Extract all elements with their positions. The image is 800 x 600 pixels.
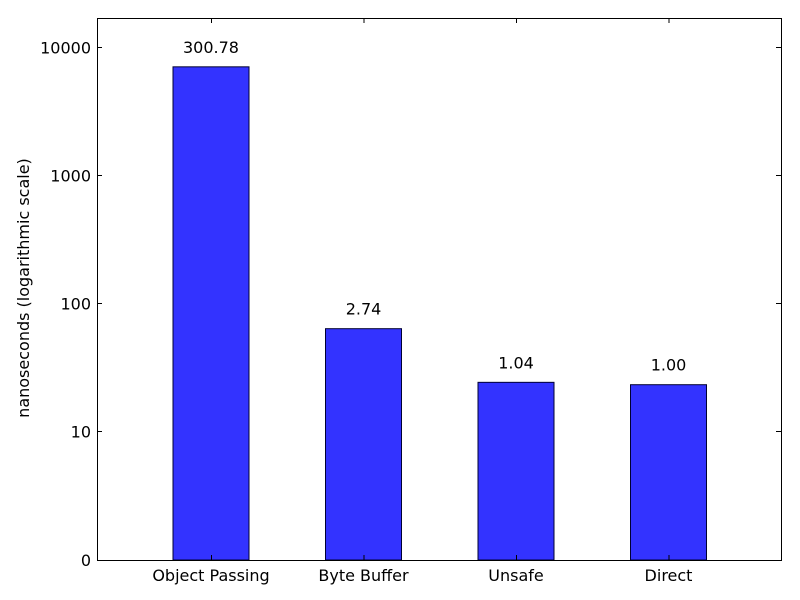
y-axis-title: nanoseconds (logarithmic scale) [14, 158, 33, 418]
bar-3 [630, 384, 707, 561]
data-label-2: 1.04 [498, 353, 534, 372]
y-tick-label-0: 10 [71, 423, 91, 442]
data-label-3: 1.00 [651, 356, 687, 375]
x-tick-label-0: Object Passing [152, 566, 269, 585]
y-tick-label-bottom: 0 [81, 551, 91, 570]
x-tick-label-3: Direct [645, 566, 693, 585]
plot-frame [97, 18, 782, 561]
x-tick-label-1: Byte Buffer [318, 566, 409, 585]
ticks-layer [97, 18, 781, 560]
y-tick-label-1: 100 [60, 295, 91, 314]
data-label-0: 300.78 [183, 38, 239, 57]
bar-0 [172, 66, 250, 561]
x-tick-label-2: Unsafe [488, 566, 543, 585]
y-tick-label-3: 10000 [40, 39, 91, 58]
bar-2 [477, 381, 555, 561]
bars-layer [172, 66, 707, 561]
bar-1 [325, 328, 402, 561]
data-label-1: 2.74 [346, 300, 382, 319]
labels-layer: 10 100 1000 10000 0 Object Passing 300.78 Byte … [40, 38, 692, 585]
y-tick-label-2: 1000 [50, 167, 91, 186]
